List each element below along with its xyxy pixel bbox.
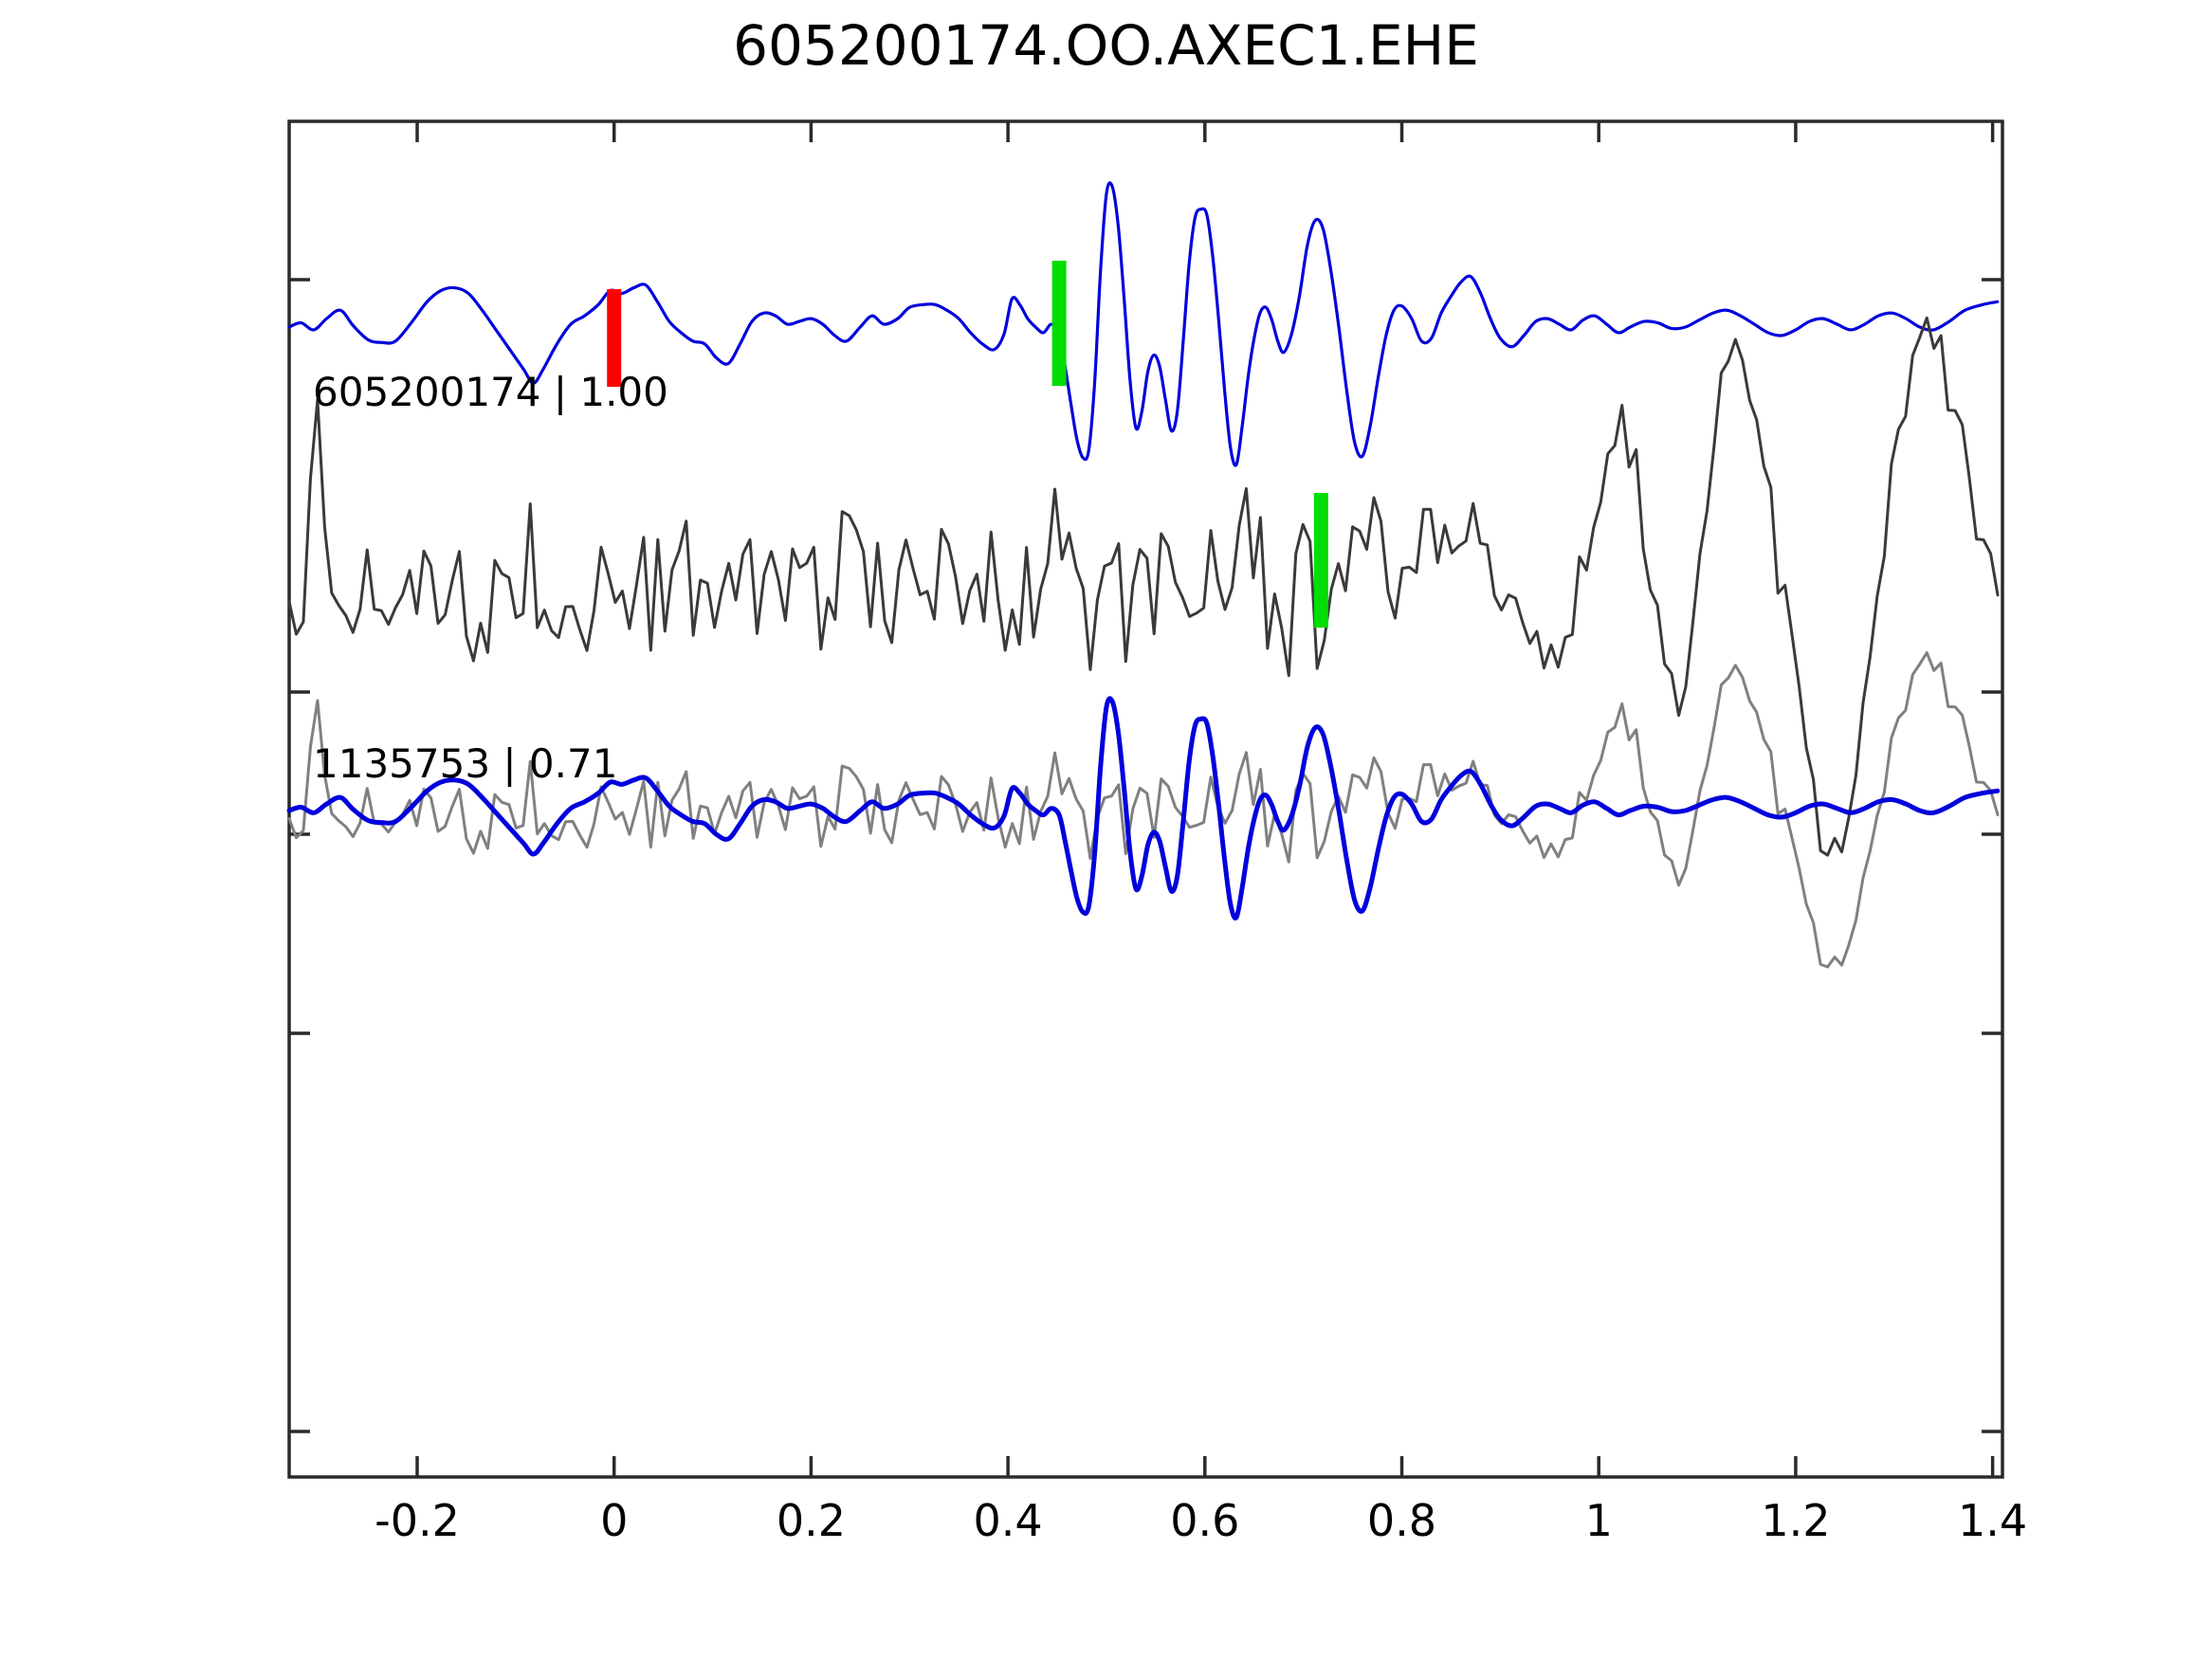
x-tick-label-1: 0 [600, 1495, 628, 1546]
x-tick-label-5: 0.8 [1367, 1495, 1436, 1546]
y-axis-ticks [289, 278, 2002, 1433]
x-tick-label-8: 1.4 [1958, 1495, 2027, 1546]
marker-group [607, 261, 1328, 628]
marker-phase-pick-panel0 [1051, 261, 1067, 386]
trace-label-605200174: 605200174 | 1.00 [313, 369, 668, 415]
trace-1135753 [287, 316, 2000, 857]
x-tick-label-2: 0.2 [777, 1495, 846, 1546]
overlay-trace-605200174 [286, 696, 2001, 921]
x-axis-tick-labels: -0.2 0 0.2 0.4 0.6 0.8 1 1.2 1.4 [375, 1495, 2027, 1546]
plot-frame [287, 119, 2004, 1479]
x-tick-label-4: 0.6 [1170, 1495, 1239, 1546]
trace-605200174 [287, 181, 2000, 467]
marker-phase-pick-panel1 [1313, 493, 1328, 628]
x-axis-ticks [415, 121, 1995, 1477]
x-tick-label-0: -0.2 [375, 1495, 460, 1546]
trace-group [286, 181, 2001, 969]
x-tick-label-6: 1 [1585, 1495, 1613, 1546]
overlay-trace-1135753 [287, 651, 2000, 969]
x-tick-label-3: 0.4 [974, 1495, 1043, 1546]
marker-origin-pick-panel0 [607, 289, 622, 387]
trace-label-1135753: 1135753 | 0.71 [313, 740, 617, 787]
page-title: 605200174.OO.AXEC1.EHE [733, 13, 1479, 78]
x-tick-label-7: 1.2 [1761, 1495, 1830, 1546]
